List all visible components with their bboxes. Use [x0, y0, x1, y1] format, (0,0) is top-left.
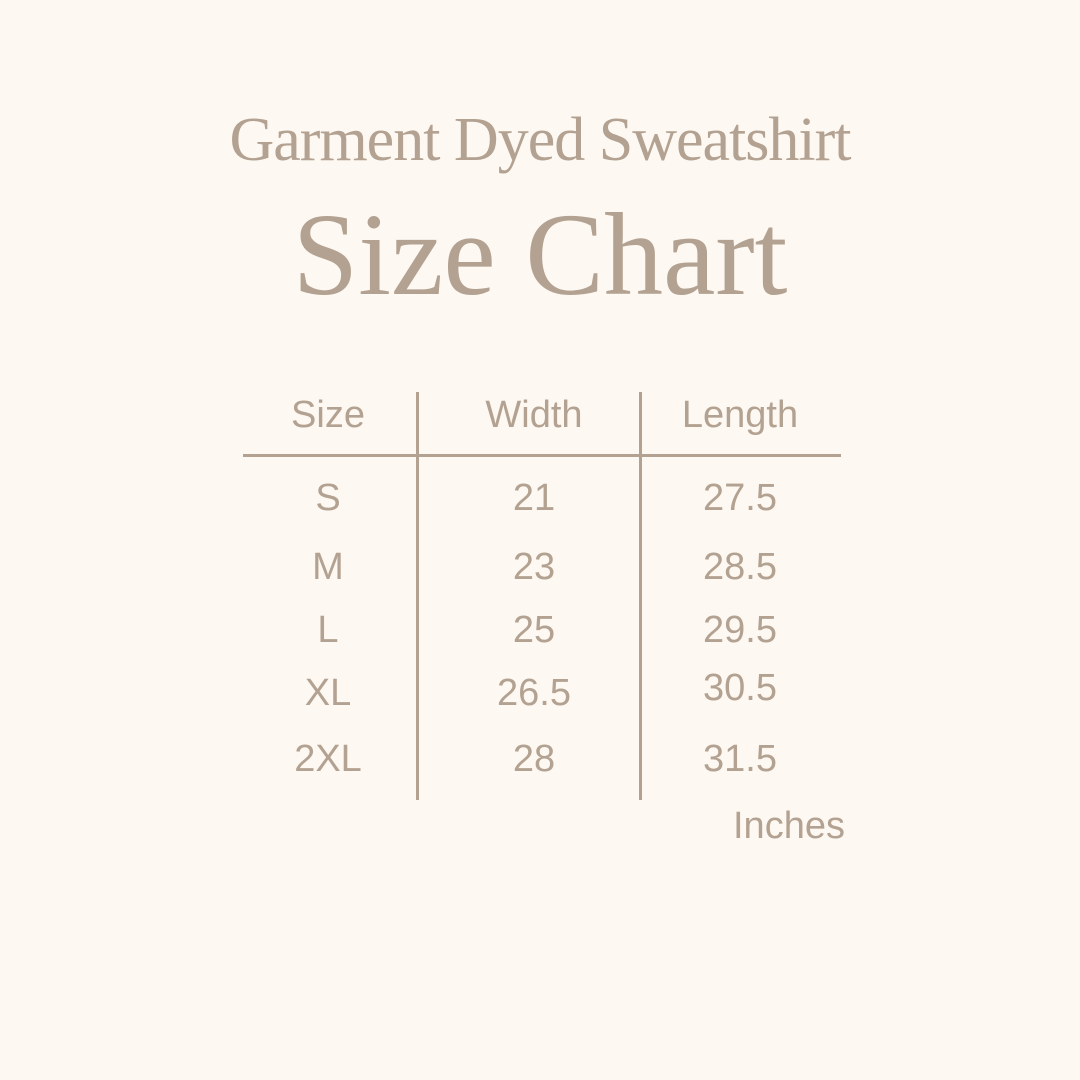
chart-subtitle: Size Chart	[292, 189, 788, 320]
length-cell: 28.5	[703, 546, 777, 588]
length-cell: 30.5	[703, 667, 777, 709]
header-divider	[243, 454, 841, 457]
width-cell: 21	[512, 477, 556, 519]
length-cell: 31.5	[703, 738, 777, 780]
width-cell: 28	[512, 738, 556, 780]
size-cell: L	[317, 609, 339, 651]
column-divider	[639, 392, 642, 800]
size-cell: S	[315, 477, 341, 519]
size-cell: XL	[304, 672, 352, 714]
length-cell: 27.5	[703, 477, 777, 519]
column-header-width: Width	[485, 394, 583, 436]
width-cell: 25	[512, 609, 556, 651]
width-cell: 26.5	[497, 672, 571, 714]
column-header-size: Size	[291, 394, 365, 436]
column-divider	[416, 392, 419, 800]
chart-title: Garment Dyed Sweatshirt	[229, 106, 852, 174]
size-cell: 2XL	[294, 738, 362, 780]
size-cell: M	[312, 546, 344, 588]
length-cell: 29.5	[703, 609, 777, 651]
unit-label: Inches	[733, 805, 845, 847]
width-cell: 23	[512, 546, 556, 588]
column-header-length: Length	[681, 394, 799, 436]
